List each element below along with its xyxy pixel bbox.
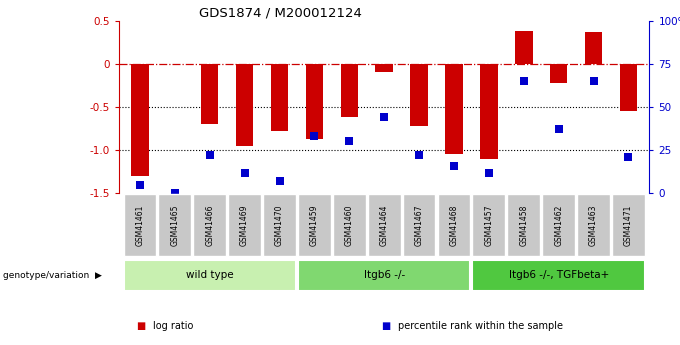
Text: percentile rank within the sample: percentile rank within the sample bbox=[398, 321, 563, 331]
FancyBboxPatch shape bbox=[124, 260, 296, 290]
FancyBboxPatch shape bbox=[577, 194, 610, 256]
FancyBboxPatch shape bbox=[228, 194, 261, 256]
FancyBboxPatch shape bbox=[507, 194, 540, 256]
Text: GSM41462: GSM41462 bbox=[554, 205, 563, 246]
Bar bbox=[410, 64, 428, 126]
FancyBboxPatch shape bbox=[298, 260, 471, 290]
Text: GSM41466: GSM41466 bbox=[205, 204, 214, 246]
FancyBboxPatch shape bbox=[158, 194, 191, 256]
Point bbox=[483, 170, 494, 175]
Text: Itgb6 -/-, TGFbeta+: Itgb6 -/-, TGFbeta+ bbox=[509, 270, 609, 280]
Bar bbox=[375, 64, 393, 72]
Text: log ratio: log ratio bbox=[153, 321, 193, 331]
Bar bbox=[480, 64, 498, 159]
Point bbox=[135, 182, 146, 187]
FancyBboxPatch shape bbox=[438, 194, 471, 256]
Text: GSM41460: GSM41460 bbox=[345, 204, 354, 246]
Text: GSM41471: GSM41471 bbox=[624, 205, 633, 246]
FancyBboxPatch shape bbox=[193, 194, 226, 256]
Text: ■: ■ bbox=[381, 321, 390, 331]
Point bbox=[518, 78, 529, 84]
FancyBboxPatch shape bbox=[263, 194, 296, 256]
FancyBboxPatch shape bbox=[333, 194, 366, 256]
Text: GSM41461: GSM41461 bbox=[135, 205, 144, 246]
FancyBboxPatch shape bbox=[403, 194, 435, 256]
Text: GDS1874 / M200012124: GDS1874 / M200012124 bbox=[199, 7, 362, 20]
Text: Itgb6 -/-: Itgb6 -/- bbox=[364, 270, 405, 280]
Text: GSM41468: GSM41468 bbox=[449, 205, 458, 246]
Bar bbox=[515, 31, 532, 64]
FancyBboxPatch shape bbox=[542, 194, 575, 256]
FancyBboxPatch shape bbox=[124, 194, 156, 256]
Bar bbox=[306, 64, 323, 139]
Bar bbox=[585, 32, 602, 64]
Text: ■: ■ bbox=[136, 321, 146, 331]
Text: GSM41465: GSM41465 bbox=[170, 204, 180, 246]
Point bbox=[204, 152, 215, 158]
Bar bbox=[131, 64, 149, 176]
Bar bbox=[550, 64, 567, 83]
Text: GSM41464: GSM41464 bbox=[379, 204, 389, 246]
Text: GSM41467: GSM41467 bbox=[415, 204, 424, 246]
Point bbox=[239, 170, 250, 175]
FancyBboxPatch shape bbox=[473, 260, 645, 290]
Bar bbox=[236, 64, 254, 146]
Point bbox=[169, 190, 180, 196]
Text: GSM41457: GSM41457 bbox=[484, 204, 494, 246]
Text: GSM41459: GSM41459 bbox=[310, 204, 319, 246]
Point bbox=[309, 134, 320, 139]
Point bbox=[449, 163, 460, 168]
Bar bbox=[619, 64, 637, 111]
Point bbox=[588, 78, 599, 84]
FancyBboxPatch shape bbox=[368, 194, 401, 256]
Text: GSM41470: GSM41470 bbox=[275, 204, 284, 246]
Bar bbox=[445, 64, 462, 155]
FancyBboxPatch shape bbox=[298, 194, 330, 256]
FancyBboxPatch shape bbox=[612, 194, 645, 256]
Text: wild type: wild type bbox=[186, 270, 233, 280]
Point bbox=[413, 152, 424, 158]
Point bbox=[274, 178, 285, 184]
Text: GSM41458: GSM41458 bbox=[520, 205, 528, 246]
Text: GSM41463: GSM41463 bbox=[589, 204, 598, 246]
Bar bbox=[201, 64, 218, 124]
Point bbox=[379, 115, 390, 120]
Bar bbox=[271, 64, 288, 131]
Bar bbox=[341, 64, 358, 117]
Point bbox=[554, 127, 564, 132]
FancyBboxPatch shape bbox=[473, 194, 505, 256]
Point bbox=[344, 139, 355, 144]
Point bbox=[623, 154, 634, 160]
Text: GSM41469: GSM41469 bbox=[240, 204, 249, 246]
Text: genotype/variation  ▶: genotype/variation ▶ bbox=[3, 272, 102, 280]
